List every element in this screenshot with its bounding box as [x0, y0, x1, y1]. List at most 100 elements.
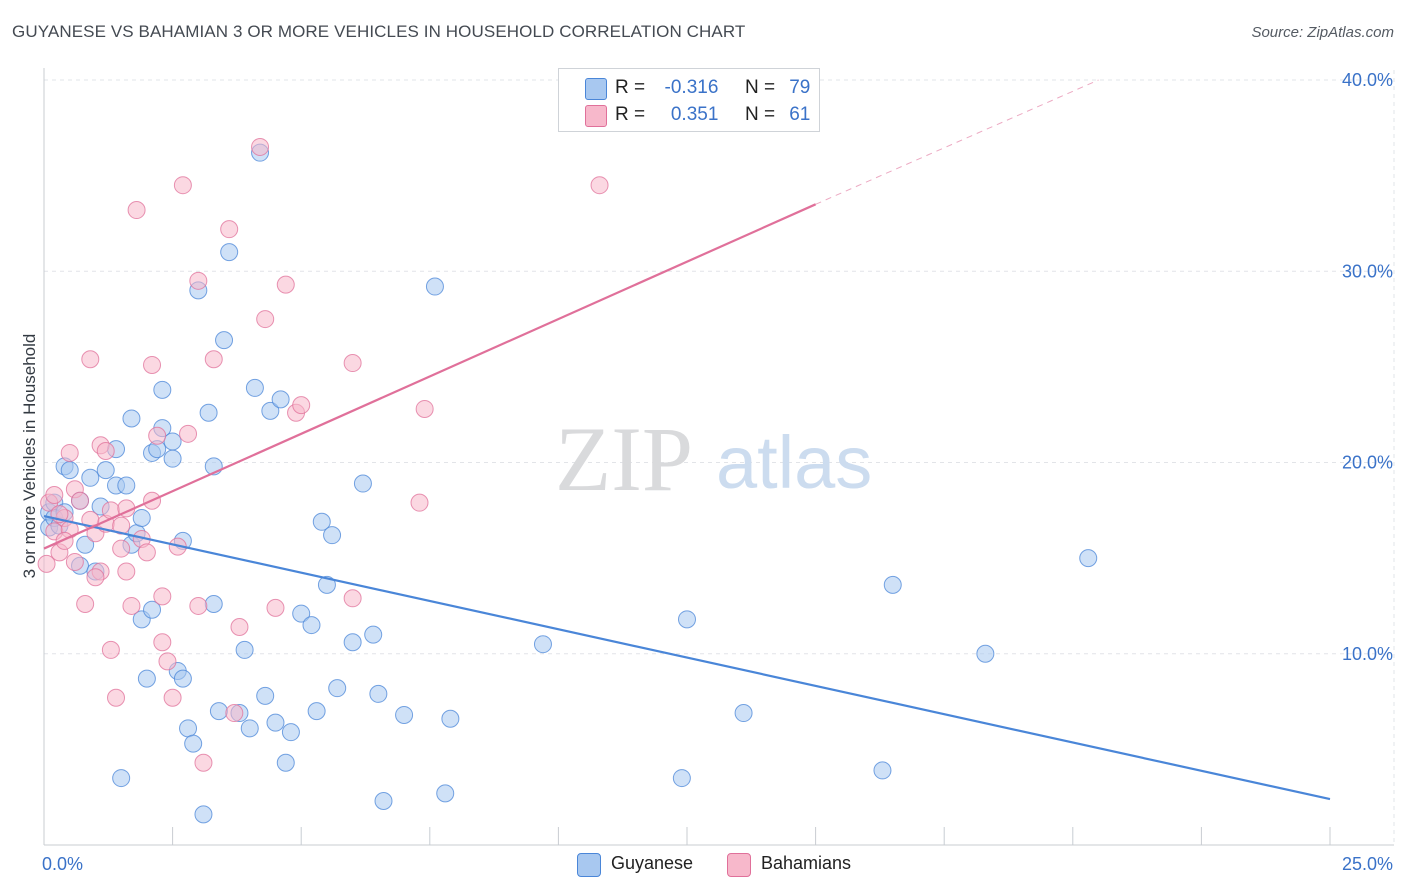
data-point-bahamians: [158, 652, 177, 671]
source-label: Source: ZipAtlas.com: [1251, 24, 1394, 41]
data-point-guyanese: [292, 604, 311, 623]
data-point-guyanese: [163, 449, 182, 468]
legend-r-value: -0.316: [664, 77, 719, 98]
data-point-guyanese: [173, 669, 192, 688]
legend-swatch-bahamians: [585, 105, 607, 127]
data-point-bahamians: [137, 543, 156, 562]
legend-n-value: 61: [789, 104, 811, 125]
data-point-bahamians: [343, 589, 362, 608]
series-bahamians-points: [37, 137, 609, 772]
data-point-guyanese: [194, 805, 213, 824]
data-point-bahamians: [65, 552, 84, 571]
data-point-bahamians: [163, 688, 182, 707]
watermark-zip: ZIP: [555, 408, 693, 510]
data-point-bahamians: [220, 220, 239, 239]
data-point-guyanese: [364, 625, 383, 644]
data-point-guyanese: [96, 461, 115, 480]
data-point-bahamians: [86, 568, 105, 587]
data-point-bahamians: [76, 595, 95, 614]
data-point-guyanese: [883, 575, 902, 594]
data-point-bahamians: [127, 201, 146, 220]
data-point-guyanese: [184, 734, 203, 753]
data-point-bahamians: [143, 355, 162, 374]
data-point-guyanese: [76, 535, 95, 554]
trend-line-bahamians: [43, 203, 817, 550]
watermark: ZIP atlas: [555, 408, 872, 510]
data-point-guyanese: [374, 792, 393, 811]
data-point-guyanese: [60, 461, 79, 480]
data-point-guyanese: [179, 719, 198, 738]
y-tick-label: 40.0%: [1342, 70, 1393, 90]
data-point-bahamians: [117, 562, 136, 581]
data-point-guyanese: [441, 709, 460, 728]
data-point-bahamians: [153, 633, 172, 652]
trend-lines: [43, 79, 1331, 801]
data-point-guyanese: [678, 610, 696, 629]
legend-r-value: 0.351: [670, 104, 719, 125]
data-point-guyanese: [266, 713, 285, 732]
data-point-guyanese: [220, 243, 239, 262]
legend-n-label: N =: [744, 104, 776, 125]
y-tick-label: 30.0%: [1342, 261, 1393, 281]
data-point-guyanese: [235, 640, 254, 659]
y-tick-label: 10.0%: [1342, 644, 1393, 664]
data-point-bahamians: [179, 424, 198, 443]
chart-title: GUYANESE VS BAHAMIAN 3 OR MORE VEHICLES …: [12, 22, 746, 41]
data-point-bahamians: [343, 354, 362, 373]
trend-line-guyanese: [43, 514, 1331, 801]
data-point-guyanese: [281, 723, 300, 742]
data-point-bahamians: [189, 271, 208, 290]
tick-labels: 10.0% 20.0% 30.0% 40.0% 0.0% 25.0%: [42, 70, 1393, 874]
data-point-guyanese: [143, 600, 162, 619]
data-point-bahamians: [45, 486, 64, 505]
data-point-guyanese: [672, 769, 691, 788]
data-point-guyanese: [873, 761, 892, 780]
x-tick-label-min: 0.0%: [42, 854, 83, 874]
data-point-guyanese: [302, 616, 321, 635]
data-point-bahamians: [107, 688, 126, 707]
legend-r-label: R =: [615, 77, 646, 98]
data-point-guyanese: [734, 704, 753, 723]
data-point-guyanese: [436, 784, 455, 803]
data-point-guyanese: [323, 526, 342, 545]
data-point-guyanese: [215, 331, 234, 350]
data-point-guyanese: [112, 769, 131, 788]
data-point-bahamians: [204, 350, 223, 369]
trend-line-extension-bahamians: [815, 79, 1099, 205]
data-point-bahamians: [153, 587, 172, 606]
data-point-guyanese: [307, 702, 326, 721]
data-point-guyanese: [317, 575, 336, 594]
legend-label-guyanese: Guyanese: [611, 853, 694, 873]
data-point-bahamians: [37, 554, 56, 573]
data-point-guyanese: [122, 409, 141, 428]
y-tick-label: 20.0%: [1342, 453, 1393, 473]
data-point-bahamians: [256, 310, 275, 329]
data-point-guyanese: [395, 705, 414, 724]
legend-stats-guyanese: R = -0.316 N = 79: [615, 77, 810, 99]
data-point-bahamians: [276, 275, 295, 294]
data-point-guyanese: [533, 635, 552, 654]
data-point-guyanese: [369, 684, 388, 703]
data-point-bahamians: [194, 753, 213, 772]
data-point-guyanese: [199, 403, 218, 422]
data-point-guyanese: [271, 390, 290, 409]
data-point-guyanese: [163, 432, 182, 451]
data-point-bahamians: [266, 598, 285, 617]
data-point-guyanese: [117, 476, 136, 495]
data-point-bahamians: [173, 176, 192, 195]
data-point-guyanese: [256, 686, 275, 705]
legend-swatch-guyanese: [585, 78, 607, 100]
data-point-bahamians: [415, 399, 434, 418]
data-point-bahamians: [148, 426, 167, 445]
data-point-guyanese: [240, 719, 259, 738]
data-point-guyanese: [81, 468, 100, 487]
data-point-bahamians: [189, 596, 208, 615]
data-point-guyanese: [137, 669, 156, 688]
correlation-legend: R = -0.316 N = 79 R = 0.351 N = 61: [558, 68, 820, 132]
data-point-bahamians: [96, 442, 115, 461]
data-point-bahamians: [112, 539, 131, 558]
legend-stats-bahamians: R = 0.351 N = 61: [615, 104, 810, 126]
data-point-guyanese: [153, 380, 172, 399]
legend-swatch-bahamians: [727, 853, 751, 877]
